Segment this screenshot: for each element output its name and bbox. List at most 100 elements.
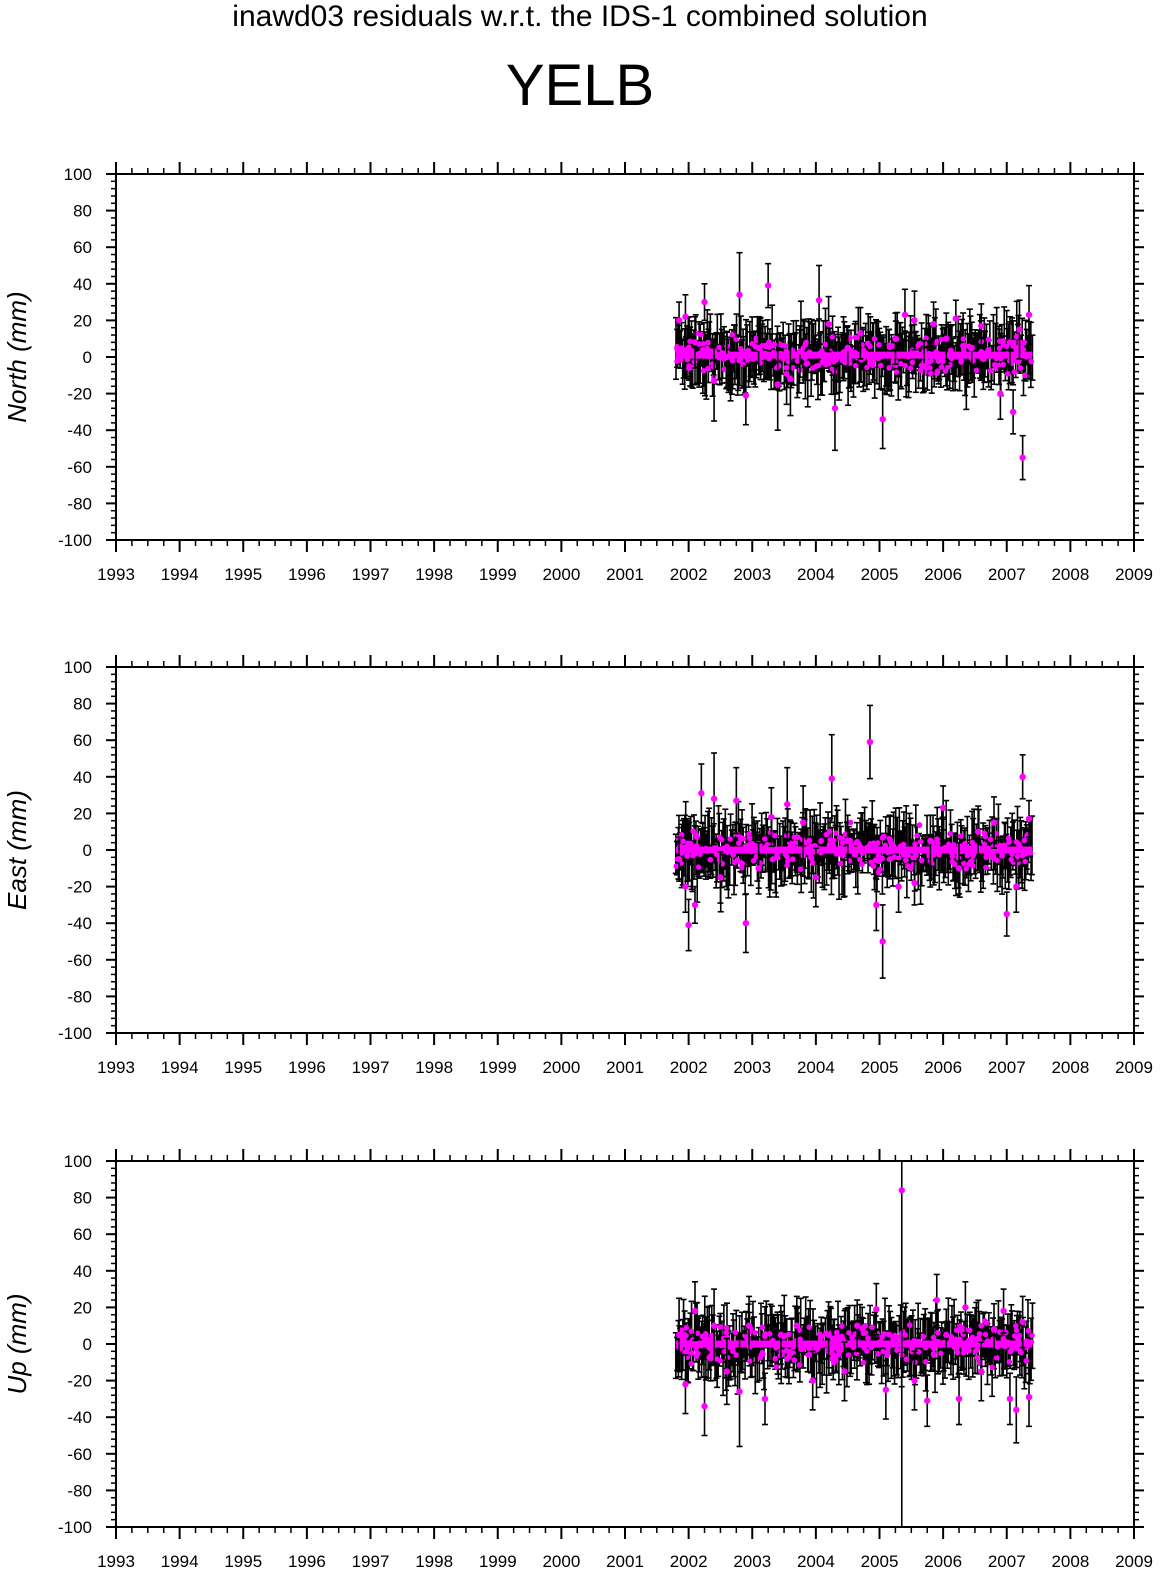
- data-point: [684, 852, 690, 859]
- data-point: [1014, 1345, 1020, 1352]
- data-point: [993, 1354, 1000, 1361]
- data-point: [895, 855, 902, 861]
- data-point: [974, 1354, 981, 1361]
- data-point: [1025, 815, 1033, 823]
- data-point: [839, 357, 846, 364]
- data-point: [872, 857, 879, 864]
- data-point: [684, 840, 691, 847]
- data-point: [835, 846, 841, 852]
- data-layer: [672, 704, 1036, 979]
- data-point: [948, 355, 955, 362]
- x-tick-label: 2001: [606, 1058, 644, 1077]
- data-point: [848, 842, 854, 849]
- data-point: [1023, 1357, 1030, 1364]
- data-point: [909, 1345, 915, 1352]
- data-point: [691, 339, 699, 346]
- data-point: [1020, 346, 1027, 353]
- data-point: [733, 1352, 740, 1358]
- y-tick-label: -80: [67, 494, 92, 513]
- data-point: [898, 1335, 904, 1342]
- data-point: [963, 1347, 970, 1354]
- x-tick-label: 1996: [288, 1552, 326, 1571]
- data-point: [927, 365, 933, 371]
- x-tick-label: 1997: [352, 1058, 390, 1077]
- data-point: [794, 358, 801, 364]
- data-point: [1013, 883, 1020, 890]
- data-point: [957, 1336, 963, 1343]
- data-point: [983, 854, 990, 861]
- data-point: [1021, 837, 1028, 844]
- y-axis-label: North (mm): [2, 291, 32, 422]
- data-point: [762, 1332, 768, 1339]
- x-tick-label: 1995: [224, 565, 262, 584]
- data-point: [873, 1306, 880, 1313]
- data-point: [912, 841, 918, 847]
- y-tick-label: 0: [83, 841, 92, 860]
- data-point: [918, 848, 925, 854]
- x-tick-label: 2003: [733, 565, 771, 584]
- data-layer: [672, 1161, 1036, 1527]
- data-point: [911, 1377, 918, 1384]
- data-point: [857, 856, 863, 863]
- data-point: [1023, 354, 1030, 360]
- data-point: [827, 353, 833, 359]
- data-point: [849, 1334, 855, 1341]
- data-point: [886, 856, 893, 863]
- data-point: [978, 348, 985, 355]
- data-point: [881, 833, 887, 840]
- data-point: [966, 1327, 973, 1334]
- data-point: [675, 1331, 683, 1339]
- data-point: [674, 343, 680, 350]
- data-point: [900, 1329, 906, 1335]
- data-point: [952, 848, 958, 855]
- data-point: [839, 835, 845, 842]
- data-point: [880, 1348, 886, 1355]
- data-point: [825, 1331, 832, 1339]
- y-tick-label: 20: [73, 1298, 92, 1317]
- data-point: [703, 1331, 709, 1337]
- data-point: [812, 842, 818, 849]
- data-point: [833, 830, 839, 836]
- data-point: [852, 362, 859, 369]
- data-point: [724, 843, 730, 850]
- data-point: [784, 801, 791, 808]
- data-point: [705, 365, 711, 372]
- data-point: [830, 837, 837, 844]
- data-point: [936, 851, 942, 858]
- data-point: [766, 1330, 773, 1337]
- data-point: [818, 1333, 825, 1340]
- data-point: [772, 832, 778, 839]
- data-point: [815, 297, 823, 304]
- x-tick-label: 1993: [97, 1552, 135, 1571]
- data-point: [753, 337, 760, 344]
- data-point: [976, 1331, 983, 1337]
- data-point: [785, 858, 791, 865]
- data-point: [766, 339, 772, 345]
- data-point: [709, 1332, 715, 1339]
- data-point: [698, 1342, 705, 1349]
- x-tick-label: 1999: [479, 1552, 517, 1571]
- data-point: [933, 349, 939, 355]
- data-point: [947, 830, 953, 837]
- data-point: [736, 291, 743, 298]
- data-point: [804, 849, 811, 855]
- data-point: [732, 1329, 739, 1336]
- data-point: [875, 869, 882, 876]
- data-point: [744, 357, 751, 363]
- y-tick-label: 40: [73, 1262, 92, 1281]
- data-point: [724, 849, 731, 855]
- data-point: [723, 1329, 730, 1336]
- data-point: [691, 1307, 699, 1315]
- data-point: [764, 282, 772, 289]
- data-point: [938, 336, 945, 343]
- data-point: [782, 342, 789, 349]
- data-point: [931, 1352, 937, 1359]
- data-point: [790, 856, 796, 862]
- data-point: [863, 350, 869, 356]
- data-point: [982, 1318, 988, 1324]
- data-point: [913, 352, 920, 358]
- data-point: [854, 1322, 861, 1329]
- data-point: [966, 861, 972, 867]
- x-tick-label: 2000: [542, 565, 580, 584]
- data-point: [809, 1377, 816, 1384]
